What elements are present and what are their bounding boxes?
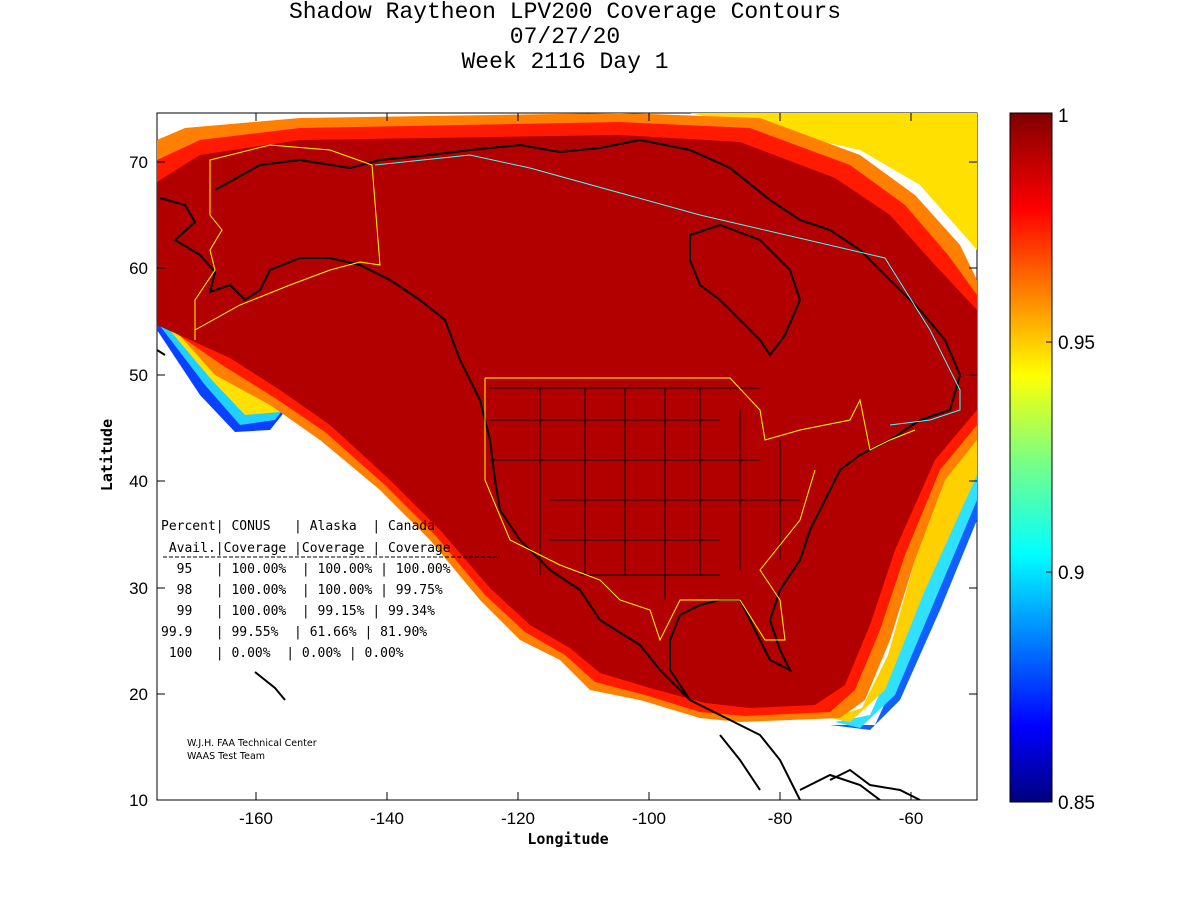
title-line-2: 07/27/20 — [509, 24, 621, 50]
region-outlines — [194, 144, 961, 642]
state-borders — [490, 387, 800, 600]
credit-line-1: W.J.H. FAA Technical Center — [187, 738, 317, 749]
table-header-2: Avail.|Coverage |Coverage | Coverage — [161, 541, 451, 556]
x-tick-160: -160 — [239, 809, 273, 828]
map-title: Shadow Raytheon LPV200 Coverage Contours… — [0, 0, 1130, 75]
x-tick-140: -140 — [370, 809, 404, 828]
y-tick-50: 50 — [129, 366, 148, 385]
y-tick-20: 20 — [129, 685, 148, 704]
table-row: 99 | 100.00% | 99.15% | 99.34% — [161, 604, 435, 619]
x-axis: -160 -140 -120 -100 -80 -60 — [239, 113, 923, 828]
colorbar-tick-085: 0.85 — [1058, 793, 1095, 814]
y-axis-label: Latitude — [98, 419, 116, 491]
table-row: 98 | 100.00% | 100.00% | 99.75% — [161, 583, 443, 598]
x-axis-label: Longitude — [527, 830, 608, 848]
y-tick-10: 10 — [129, 791, 148, 810]
y-tick-70: 70 — [129, 153, 148, 172]
colorbar-tick-09: 0.9 — [1058, 563, 1084, 584]
y-tick-60: 60 — [129, 259, 148, 278]
title-line-1: Shadow Raytheon LPV200 Coverage Contours — [288, 0, 842, 25]
colorbar-tick-1: 1 — [1058, 106, 1069, 127]
table-row: 100 | 0.00% | 0.00% | 0.00% — [161, 646, 404, 661]
x-tick-100: -100 — [632, 809, 666, 828]
table-row: 99.9 | 99.55% | 61.66% | 81.90% — [161, 625, 427, 640]
table-header-1: Percent| CONUS | Alaska | Canada — [161, 519, 435, 534]
y-tick-30: 30 — [129, 579, 148, 598]
colorbar: 1 0.95 0.9 0.85 — [1009, 106, 1095, 814]
coastlines — [157, 138, 962, 800]
colorbar-gradient — [1009, 112, 1053, 803]
table-row: 95 | 100.00% | 100.00% | 100.00% — [161, 562, 451, 577]
credit-line-2: WAAS Test Team — [187, 751, 265, 762]
x-tick-120: -120 — [501, 809, 535, 828]
coverage-table: Percent| CONUS | Alaska | Canada Avail.|… — [161, 519, 500, 661]
colorbar-tick-095: 0.95 — [1058, 333, 1095, 354]
title-line-3: Week 2116 Day 1 — [461, 49, 669, 75]
y-tick-40: 40 — [129, 472, 148, 491]
coverage-contours — [157, 113, 977, 800]
x-tick-60: -60 — [899, 809, 924, 828]
x-tick-80: -80 — [768, 809, 793, 828]
full-coverage-region — [157, 135, 977, 708]
y-axis: 70 60 50 40 30 20 10 — [129, 153, 977, 810]
